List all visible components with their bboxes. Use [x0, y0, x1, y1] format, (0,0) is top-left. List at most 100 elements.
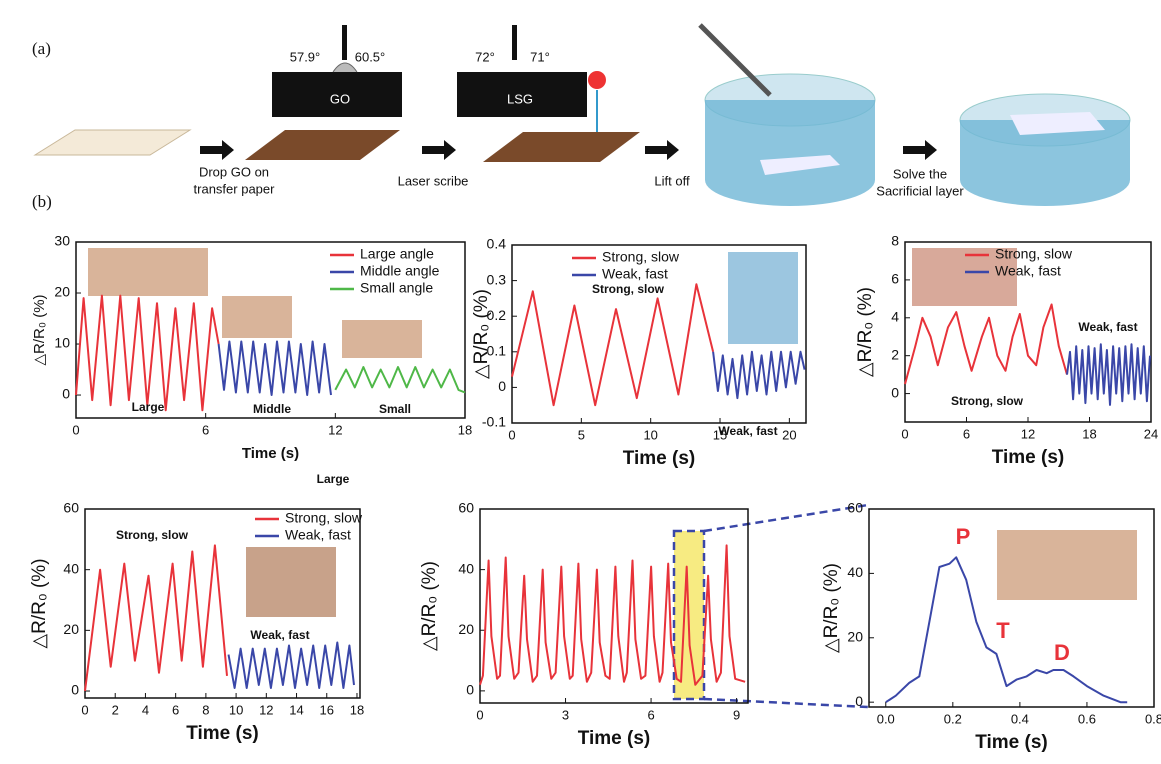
x-tick-label: 0	[901, 426, 908, 441]
series-line	[1067, 344, 1150, 405]
legend-label: Weak, fast	[602, 266, 668, 282]
x-tick-label: 0.0	[877, 711, 895, 726]
block-label: LSG	[507, 91, 533, 106]
x-tick-label: 4	[142, 702, 149, 717]
series-line	[229, 643, 355, 689]
x-axis-label: Time (s)	[578, 728, 651, 749]
step-label: Solve the	[893, 166, 947, 181]
x-axis-label: Time (s)	[975, 732, 1048, 753]
x-tick-label: 16	[320, 702, 334, 717]
series-line	[480, 545, 745, 684]
x-tick-label: 18	[1082, 426, 1096, 441]
x-tick-label: 6	[202, 422, 209, 437]
y-tick-label: 0.3	[487, 271, 507, 287]
y-tick-label: 60	[63, 500, 79, 516]
y-axis-label: △R/R₀ (%)	[31, 294, 48, 365]
legend-label: Strong, slow	[285, 510, 363, 526]
x-tick-label: 10	[643, 427, 657, 442]
y-tick-label: 10	[54, 335, 70, 351]
angle: 71°	[530, 49, 550, 64]
x-tick-label: 24	[1144, 426, 1158, 441]
series-line	[335, 367, 465, 393]
photo-inset	[88, 248, 208, 296]
annotation: Middle	[253, 402, 291, 416]
x-tick-label: 20	[782, 427, 796, 442]
legend-label: Large angle	[360, 246, 434, 262]
y-tick-label: 20	[847, 628, 863, 644]
x-tick-label: 6	[647, 707, 654, 722]
step-label: Drop GO on	[199, 164, 269, 179]
annotation: D	[1054, 640, 1070, 665]
x-tick-label: 18	[458, 422, 472, 437]
y-tick-label: 0	[498, 378, 506, 394]
annotation: T	[996, 618, 1010, 643]
y-tick-label: 40	[847, 564, 863, 580]
annotation: Strong, slow	[951, 394, 1024, 408]
x-tick-label: 0	[476, 707, 483, 722]
y-tick-label: 2	[891, 346, 899, 362]
x-tick-label: 0.4	[1011, 711, 1029, 726]
photo-inset	[246, 547, 336, 617]
panel-label: (b)	[32, 192, 52, 211]
y-tick-label: 0	[855, 693, 863, 709]
x-tick-label: 5	[578, 427, 585, 442]
legend-label: Strong, slow	[602, 249, 680, 265]
y-tick-label: 0	[71, 682, 79, 698]
photo-inset	[342, 320, 422, 358]
annotation: Large	[317, 472, 350, 486]
step-label: Lift off	[654, 173, 690, 188]
x-tick-label: 0	[72, 422, 79, 437]
annotation: Small	[379, 402, 411, 416]
x-tick-label: 12	[328, 422, 342, 437]
series-line	[713, 352, 805, 398]
figure: (a) 57.9° 60.5° GO 72° 71° LSG Drop GO o…	[0, 0, 1161, 764]
x-tick-label: 0	[508, 427, 515, 442]
y-tick-label: 0	[62, 386, 70, 402]
y-tick-label: 0	[466, 682, 474, 698]
x-tick-label: 10	[229, 702, 243, 717]
photo-inset	[222, 296, 292, 338]
annotation: Weak, fast	[718, 424, 777, 438]
x-tick-label: 6	[963, 426, 970, 441]
y-tick-label: 60	[458, 500, 474, 516]
x-axis-label: Time (s)	[623, 448, 696, 469]
legend-label: Weak, fast	[995, 263, 1061, 279]
annotation: Strong, slow	[592, 282, 665, 296]
step-label: Sacrificial layer	[876, 183, 964, 198]
legend-label: Middle angle	[360, 263, 440, 279]
block-label: GO	[330, 91, 350, 106]
x-tick-label: 12	[1021, 426, 1035, 441]
y-tick-label: 4	[891, 308, 899, 324]
angle: 72°	[475, 49, 495, 64]
x-tick-label: 14	[289, 702, 303, 717]
x-axis-label: Time (s)	[242, 445, 299, 462]
series-line	[219, 342, 331, 396]
legend-label: Small angle	[360, 280, 433, 296]
x-tick-label: 0	[81, 702, 88, 717]
y-tick-label: 40	[63, 560, 79, 576]
photo-inset	[728, 252, 798, 344]
y-tick-label: 6	[891, 271, 899, 287]
y-tick-label: 0	[891, 384, 899, 400]
x-axis-label: Time (s)	[992, 447, 1065, 468]
x-tick-label: 8	[202, 702, 209, 717]
annotation: Weak, fast	[1078, 320, 1137, 334]
panel-label: (a)	[32, 39, 51, 58]
step-label: Laser scribe	[398, 173, 469, 188]
y-tick-label: 20	[458, 621, 474, 637]
y-axis-label: △R/R₀ (%)	[29, 558, 50, 648]
series-line	[905, 305, 1067, 385]
photo-inset	[997, 530, 1137, 600]
x-tick-label: 2	[112, 702, 119, 717]
y-tick-label: 0.4	[487, 236, 507, 252]
x-tick-label: 0.2	[944, 711, 962, 726]
y-axis-label: △R/R₀ (%)	[419, 561, 440, 651]
y-tick-label: 40	[458, 560, 474, 576]
x-tick-label: 3	[562, 707, 569, 722]
y-tick-label: 60	[847, 500, 863, 516]
x-tick-label: 6	[172, 702, 179, 717]
annotation: Large	[132, 400, 165, 414]
y-axis-label: △R/R₀ (%)	[821, 563, 842, 653]
step-label: transfer paper	[194, 181, 276, 196]
x-tick-label: 0.6	[1078, 711, 1096, 726]
